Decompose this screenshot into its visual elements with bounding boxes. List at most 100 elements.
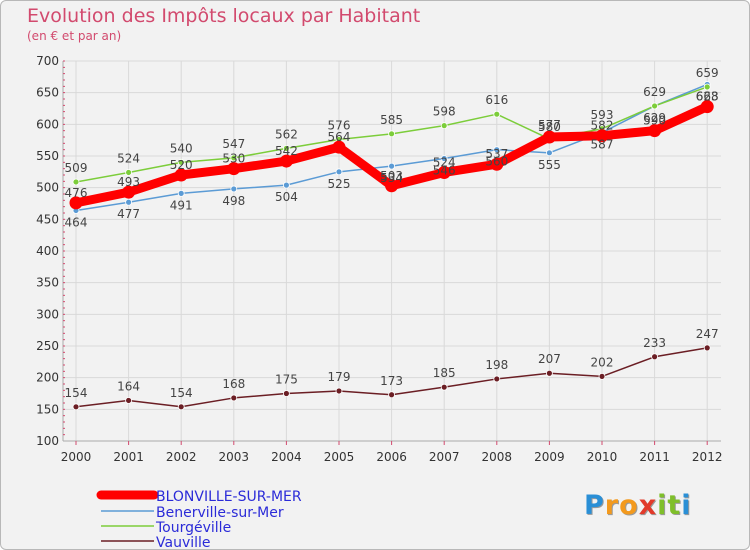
data-point bbox=[335, 168, 343, 176]
data-point bbox=[125, 169, 132, 176]
data-label: 593 bbox=[591, 108, 614, 122]
data-label: 577 bbox=[538, 118, 561, 132]
data-label: 590 bbox=[643, 114, 666, 128]
x-tick-label: 2005 bbox=[324, 450, 355, 464]
data-label: 663 bbox=[696, 89, 719, 103]
data-point bbox=[230, 154, 238, 162]
data-label: 525 bbox=[328, 177, 351, 191]
x-tick-label: 2008 bbox=[482, 450, 513, 464]
data-label: 629 bbox=[643, 111, 666, 125]
data-label: 616 bbox=[485, 93, 508, 107]
x-tick-label: 2006 bbox=[376, 450, 407, 464]
data-point bbox=[230, 185, 238, 193]
data-label: 154 bbox=[170, 386, 193, 400]
data-point bbox=[651, 102, 658, 110]
data-point bbox=[493, 110, 501, 118]
data-point bbox=[493, 146, 501, 154]
y-tick-label: 100 bbox=[36, 434, 59, 448]
x-tick-label: 2011 bbox=[639, 450, 670, 464]
data-point bbox=[437, 165, 451, 179]
legend-label: Vauville bbox=[156, 535, 211, 550]
data-label: 233 bbox=[643, 336, 666, 350]
data-point bbox=[230, 394, 238, 402]
y-tick-label: 200 bbox=[36, 371, 59, 385]
data-label: 576 bbox=[328, 119, 351, 133]
data-point bbox=[72, 178, 80, 186]
data-label: 524 bbox=[117, 151, 140, 165]
x-tick-label: 2000 bbox=[61, 450, 92, 464]
data-point bbox=[69, 196, 83, 210]
y-tick-label: 550 bbox=[36, 149, 59, 163]
data-label: 164 bbox=[117, 379, 140, 393]
data-label: 585 bbox=[380, 113, 403, 127]
x-tick-label: 2009 bbox=[534, 450, 565, 464]
data-point bbox=[177, 158, 185, 166]
data-label: 504 bbox=[275, 190, 298, 204]
data-point bbox=[72, 403, 80, 411]
data-label: 173 bbox=[380, 374, 403, 388]
data-point bbox=[174, 168, 188, 182]
data-label: 560 bbox=[485, 155, 508, 169]
data-point bbox=[122, 185, 136, 199]
data-point bbox=[546, 369, 553, 377]
data-point bbox=[227, 162, 241, 176]
data-label: 598 bbox=[433, 105, 456, 119]
data-label: 476 bbox=[65, 186, 88, 200]
data-label: 587 bbox=[591, 138, 614, 152]
logo-letter: o bbox=[619, 490, 639, 521]
data-label: 530 bbox=[222, 152, 245, 166]
data-label: 580 bbox=[538, 120, 561, 134]
data-label: 493 bbox=[117, 175, 140, 189]
y-tick-label: 600 bbox=[36, 117, 59, 131]
data-label: 628 bbox=[696, 90, 719, 104]
data-point bbox=[335, 387, 343, 395]
data-point bbox=[385, 179, 399, 193]
legend-label: BLONVILLE-SUR-MER bbox=[156, 489, 302, 505]
x-tick-label: 2003 bbox=[219, 450, 250, 464]
y-tick-label: 350 bbox=[36, 276, 59, 290]
data-point bbox=[493, 375, 501, 383]
data-label: 562 bbox=[275, 127, 298, 141]
data-label: 464 bbox=[65, 215, 88, 229]
logo-letter: t bbox=[667, 490, 682, 521]
data-point bbox=[388, 130, 396, 138]
legend-label: Tourgéville bbox=[155, 520, 231, 536]
data-point bbox=[440, 122, 448, 129]
y-tick-label: 700 bbox=[36, 54, 59, 68]
data-label: 175 bbox=[275, 373, 298, 387]
data-label: 247 bbox=[696, 327, 719, 341]
data-label: 564 bbox=[328, 130, 351, 144]
data-label: 546 bbox=[433, 164, 456, 178]
data-point bbox=[440, 155, 448, 162]
data-label: 547 bbox=[222, 137, 245, 151]
x-tick-label: 2007 bbox=[429, 450, 460, 464]
logo-letter: P bbox=[584, 490, 605, 521]
data-label: 179 bbox=[328, 370, 351, 384]
data-label: 491 bbox=[170, 198, 193, 212]
chart-subtitle: (en € et par an) bbox=[27, 29, 122, 43]
logo-letter: i bbox=[657, 490, 668, 521]
data-label: 659 bbox=[696, 66, 719, 80]
data-point bbox=[490, 157, 504, 171]
data-point bbox=[282, 181, 290, 189]
data-point bbox=[177, 189, 185, 197]
data-point bbox=[125, 198, 132, 206]
data-label: 498 bbox=[222, 194, 245, 208]
data-label: 477 bbox=[117, 207, 140, 221]
data-point bbox=[651, 353, 658, 361]
y-tick-label: 650 bbox=[36, 86, 59, 100]
y-tick-label: 300 bbox=[36, 307, 59, 321]
y-tick-label: 450 bbox=[36, 212, 59, 226]
y-tick-label: 500 bbox=[36, 181, 59, 195]
data-point bbox=[388, 162, 396, 170]
data-label: 509 bbox=[65, 161, 88, 175]
data-label: 534 bbox=[380, 171, 403, 185]
x-tick-label: 2012 bbox=[692, 450, 723, 464]
chart-title: Evolution des Impôts locaux par Habitant bbox=[27, 5, 421, 27]
data-label: 524 bbox=[433, 155, 456, 169]
data-point bbox=[125, 397, 132, 404]
x-tick-label: 2002 bbox=[166, 450, 197, 464]
data-label: 520 bbox=[170, 158, 193, 172]
